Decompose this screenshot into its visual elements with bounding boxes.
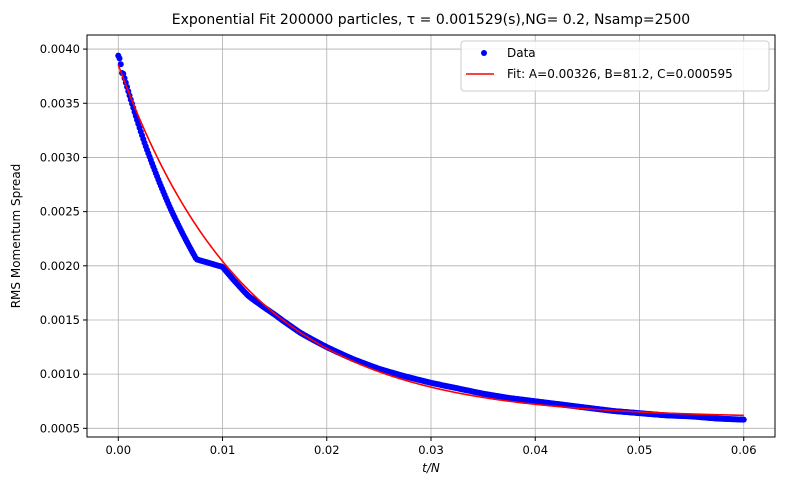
y-tick-label: 0.0010 (40, 367, 80, 381)
y-tick-label: 0.0005 (40, 421, 80, 435)
x-tick-label: 0.02 (314, 443, 340, 457)
y-tick-label: 0.0020 (40, 259, 80, 273)
legend-box (460, 40, 770, 92)
y-axis-ticks: 0.0005 0.0010 0.0015 0.0020 0.0025 0.0030 0.00… (40, 42, 87, 435)
x-axis-ticks: 0.00 0.01 0.02 0.03 0.04 0.05 0.06 (105, 437, 757, 457)
x-tick-label: 0.04 (522, 443, 548, 457)
legend-data-label: Data (507, 46, 536, 60)
data-point (116, 55, 123, 62)
y-axis-label: RMS Momentum Spread (9, 164, 23, 309)
data-point (740, 416, 747, 423)
y-tick-label: 0.0035 (40, 96, 80, 110)
x-tick-label: 0.03 (418, 443, 444, 457)
chart-title: Exponential Fit 200000 particles, τ = 0.… (172, 12, 690, 28)
grid (87, 35, 775, 437)
y-tick-label: 0.0040 (40, 42, 80, 56)
y-tick-label: 0.0025 (40, 205, 80, 219)
x-tick-label: 0.05 (627, 443, 653, 457)
legend: Data Fit: A=0.00326, B=81.2, C=0.000595 (460, 40, 770, 92)
x-axis-label: t/N (422, 461, 440, 475)
plot-series (115, 52, 747, 423)
legend-fit-label: Fit: A=0.00326, B=81.2, C=0.000595 (507, 67, 733, 81)
x-tick-label: 0.01 (210, 443, 236, 457)
legend-data-marker (481, 50, 487, 56)
fit-line (117, 64, 744, 417)
x-tick-label: 0.00 (105, 443, 131, 457)
y-tick-label: 0.0015 (40, 313, 80, 327)
x-tick-label: 0.06 (731, 443, 757, 457)
y-tick-label: 0.0030 (40, 150, 80, 164)
